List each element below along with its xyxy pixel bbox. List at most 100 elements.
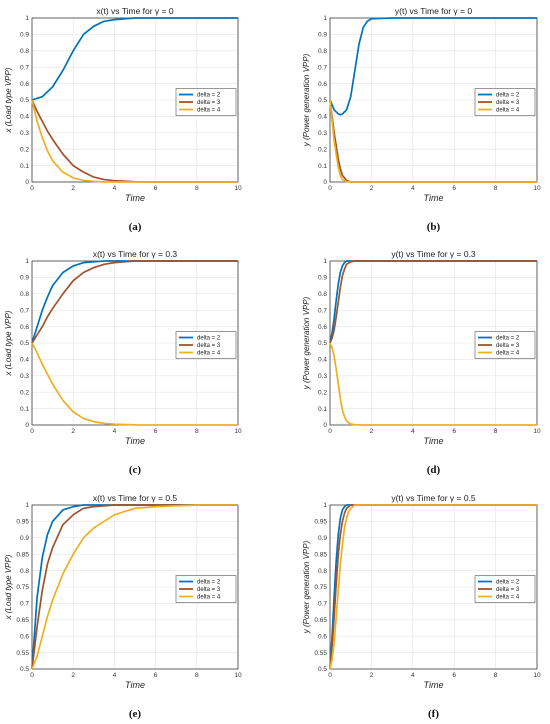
y-tick-label: 1 xyxy=(25,258,29,265)
y-axis-label: x (Load type VPP) xyxy=(4,67,13,133)
y-tick-label: 1 xyxy=(25,502,29,509)
chart-title: x(t) vs Time for γ = 0.5 xyxy=(93,493,178,503)
legend-entry: delta = 2 xyxy=(197,93,221,99)
panel-caption: (b) xyxy=(427,221,441,233)
x-tick-label: 4 xyxy=(113,428,117,435)
x-tick-label: 8 xyxy=(494,185,498,192)
y-tick-label: 0.2 xyxy=(20,146,29,153)
y-tick-label: 0.5 xyxy=(318,340,327,347)
y-tick-label: 0.7 xyxy=(20,64,29,71)
y-tick-label: 0.8 xyxy=(318,291,327,298)
x-tick-label: 6 xyxy=(452,185,456,192)
y-tick-label: 0.5 xyxy=(318,97,327,104)
y-tick-label: 0.9 xyxy=(20,535,29,542)
y-tick-label: 0 xyxy=(323,422,327,429)
chart-panel: 0 2 4 6 8 10 0 0.1 0.2 0.3 0.4 0.5 0.6 0.7 0.8 0.9 1 x(t)… xyxy=(4,249,242,476)
x-tick-label: 2 xyxy=(370,185,374,192)
x-tick-label: 10 xyxy=(533,428,541,435)
x-tick-label: 4 xyxy=(113,185,117,192)
y-tick-label: 0.75 xyxy=(314,584,327,591)
x-tick-label: 10 xyxy=(533,185,541,192)
y-tick-label: 0.1 xyxy=(318,406,327,413)
x-tick-label: 10 xyxy=(234,428,242,435)
y-tick-label: 0.65 xyxy=(314,617,327,624)
y-tick-label: 1 xyxy=(25,15,29,22)
y-tick-label: 0.9 xyxy=(20,32,29,39)
y-tick-label: 0.6 xyxy=(318,324,327,331)
y-tick-label: 0.55 xyxy=(16,650,29,657)
chart-title: x(t) vs Time for γ = 0.3 xyxy=(93,249,178,259)
y-tick-label: 0.7 xyxy=(318,307,327,314)
y-tick-label: 0.8 xyxy=(318,568,327,575)
x-tick-label: 4 xyxy=(411,428,415,435)
y-tick-label: 0.85 xyxy=(16,551,29,558)
x-tick-label: 0 xyxy=(328,672,332,679)
y-tick-label: 0.1 xyxy=(20,406,29,413)
y-tick-label: 0.9 xyxy=(318,275,327,282)
x-tick-label: 0 xyxy=(328,185,332,192)
x-tick-label: 2 xyxy=(71,185,75,192)
legend-entry: delta = 3 xyxy=(197,100,221,106)
x-tick-label: 8 xyxy=(494,672,498,679)
y-tick-label: 0.6 xyxy=(318,633,327,640)
x-tick-label: 6 xyxy=(154,185,158,192)
x-tick-label: 8 xyxy=(195,428,199,435)
legend-entry: delta = 3 xyxy=(197,587,221,593)
y-tick-label: 0.6 xyxy=(20,324,29,331)
y-tick-label: 0.1 xyxy=(318,163,327,170)
legend-entry: delta = 4 xyxy=(197,351,221,357)
y-tick-label: 0.95 xyxy=(314,519,327,526)
series-line-3 xyxy=(31,342,238,426)
chart-panel: 0 2 4 6 8 10 0 0.1 0.2 0.3 0.4 0.5 0.6 0.7 0.8 0.9 1 y(t)… xyxy=(302,6,541,233)
x-tick-label: 6 xyxy=(154,428,158,435)
legend-entry: delta = 4 xyxy=(197,108,221,114)
x-axis-label: Time xyxy=(125,680,145,690)
y-tick-label: 0.7 xyxy=(20,601,29,608)
y-tick-label: 0.5 xyxy=(20,666,29,673)
x-tick-label: 0 xyxy=(328,428,332,435)
y-tick-label: 0.65 xyxy=(16,617,29,624)
y-tick-label: 0.6 xyxy=(20,633,29,640)
y-tick-label: 0.9 xyxy=(318,535,327,542)
y-axis-label: y (Power generation VPP) xyxy=(302,53,311,147)
x-axis-label: Time xyxy=(424,193,444,203)
series-line-2 xyxy=(31,260,238,344)
y-tick-label: 0.55 xyxy=(314,650,327,657)
y-tick-label: 0.4 xyxy=(20,114,29,121)
x-axis-label: Time xyxy=(125,193,145,203)
panel-caption: (d) xyxy=(427,464,441,476)
y-tick-label: 1 xyxy=(323,15,327,22)
y-tick-label: 0.2 xyxy=(318,146,327,153)
y-tick-label: 0.9 xyxy=(318,32,327,39)
x-tick-label: 2 xyxy=(71,672,75,679)
y-tick-label: 0.7 xyxy=(318,64,327,71)
y-tick-label: 0.75 xyxy=(16,584,29,591)
chart-title: y(t) vs Time for γ = 0.5 xyxy=(391,493,476,503)
chart-panel: 0 2 4 6 8 10 0 0.1 0.2 0.3 0.4 0.5 0.6 0.7 0.8 0.9 1 y(t)… xyxy=(302,249,541,476)
legend-entry: delta = 4 xyxy=(197,595,221,601)
x-tick-label: 6 xyxy=(452,428,456,435)
y-tick-label: 0.1 xyxy=(20,163,29,170)
legend-entry: delta = 3 xyxy=(496,587,520,593)
legend-entry: delta = 2 xyxy=(496,93,520,99)
y-tick-label: 0.85 xyxy=(314,551,327,558)
x-tick-label: 6 xyxy=(452,672,456,679)
y-tick-label: 0.4 xyxy=(20,357,29,364)
legend-entry: delta = 2 xyxy=(197,336,221,342)
legend-entry: delta = 2 xyxy=(496,580,520,586)
x-axis-label: Time xyxy=(125,436,145,446)
y-tick-label: 0.8 xyxy=(318,48,327,55)
series-line-3 xyxy=(31,504,238,670)
legend-entry: delta = 2 xyxy=(197,580,221,586)
x-tick-label: 0 xyxy=(30,428,34,435)
series-line-1 xyxy=(329,17,537,116)
x-tick-label: 8 xyxy=(195,672,199,679)
chart-panel: 0 2 4 6 8 10 0 0.1 0.2 0.3 0.4 0.5 0.6 0.7 0.8 0.9 1 x(t)… xyxy=(4,6,242,233)
y-tick-label: 0.7 xyxy=(20,307,29,314)
y-tick-label: 0.4 xyxy=(318,114,327,121)
x-tick-label: 8 xyxy=(494,428,498,435)
